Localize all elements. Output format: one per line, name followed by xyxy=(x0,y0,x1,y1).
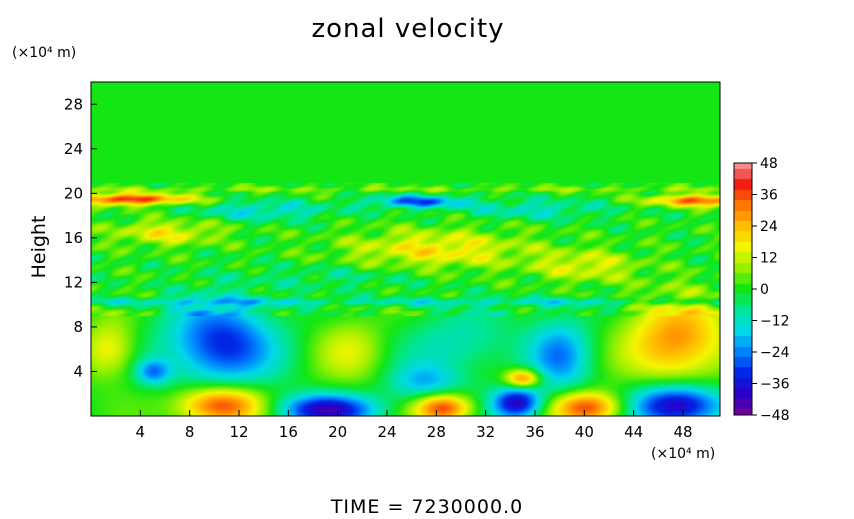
x-tick-label: 8 xyxy=(185,423,195,441)
y-tick-label: 12 xyxy=(64,273,83,291)
colorbar xyxy=(734,163,752,415)
colorbar-tick-label: 0 xyxy=(760,282,769,298)
colorbar-tick-label: −36 xyxy=(760,377,790,393)
heatmap-field xyxy=(91,82,720,416)
time-label: TIME = 7230000.0 xyxy=(330,496,524,518)
colorbar-tick-label: 12 xyxy=(760,251,778,267)
y-tick-label: 24 xyxy=(64,140,83,158)
y-axis-units: (×10⁴ m) xyxy=(12,45,77,61)
chart-title: zonal velocity xyxy=(311,14,505,44)
y-axis: 4 8 12 16 20 24 28 xyxy=(64,95,97,380)
colorbar-tick-label: −24 xyxy=(760,345,790,361)
x-tick-label: 16 xyxy=(279,423,298,441)
y-tick-label: 4 xyxy=(73,362,83,380)
x-tick-label: 20 xyxy=(328,423,347,441)
x-tick-label: 28 xyxy=(427,423,446,441)
x-tick-label: 36 xyxy=(525,423,544,441)
x-axis-units: (×10⁴ m) xyxy=(651,446,716,462)
y-tick-label: 8 xyxy=(73,318,83,336)
colorbar-tick-label: −48 xyxy=(760,408,790,424)
x-axis: 4 8 12 16 20 24 28 32 36 40 44 48 xyxy=(136,410,693,441)
x-tick-label: 12 xyxy=(229,423,248,441)
y-tick-label: 28 xyxy=(64,95,83,113)
colorbar-tick-label: 48 xyxy=(760,156,778,172)
colorbar-tick-label: 36 xyxy=(760,188,778,204)
x-tick-label: 48 xyxy=(673,423,692,441)
colorbar-tick-label: 24 xyxy=(760,219,778,235)
colorbar-ticks: 48 36 24 12 0 −12 −24 −36 −48 xyxy=(752,156,790,424)
plot-frame xyxy=(90,81,721,417)
colorbar-tick-label: −12 xyxy=(760,314,790,330)
x-tick-label: 40 xyxy=(575,423,594,441)
y-tick-label: 16 xyxy=(64,229,83,247)
x-tick-label: 32 xyxy=(476,423,495,441)
y-tick-label: 20 xyxy=(64,184,83,202)
x-tick-label: 44 xyxy=(624,423,643,441)
x-tick-label: 4 xyxy=(136,423,146,441)
x-tick-label: 24 xyxy=(377,423,396,441)
